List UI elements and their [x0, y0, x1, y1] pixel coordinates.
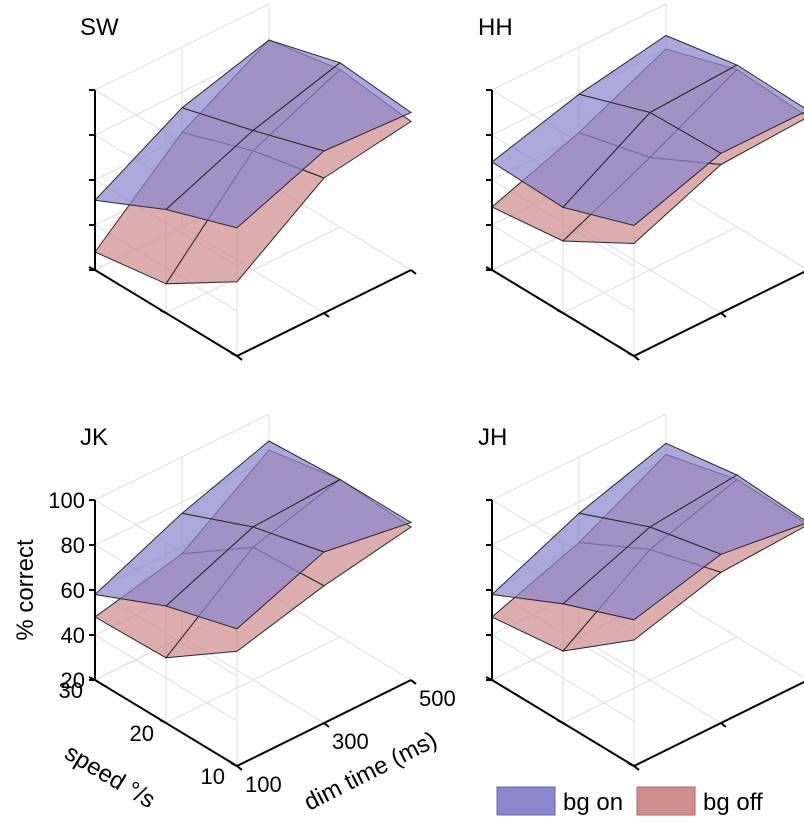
y-tick-label: 30 [59, 678, 83, 703]
surface-patch [164, 129, 326, 229]
axes [485, 89, 804, 361]
axes [485, 499, 804, 771]
z-tick-label: 20 [61, 668, 85, 693]
legend-swatch-bg-on [496, 786, 556, 816]
legend: bg on bg off [496, 786, 763, 816]
surface-bg-on [93, 440, 413, 630]
legend-label-bg-on: bg on [563, 789, 623, 816]
surface-patch [561, 526, 723, 621]
x-axis-label: dim time (ms) [300, 726, 442, 816]
z-tick-label: 40 [61, 623, 85, 648]
x-tick-label: 500 [419, 686, 456, 711]
axes [88, 89, 417, 361]
panel-title: SW [80, 14, 119, 41]
panel-sw: SW [80, 3, 417, 361]
y-tick-label: 20 [130, 721, 154, 746]
surface-bg-on [93, 39, 413, 229]
z-tick-label: 80 [61, 533, 85, 558]
surface-bg-on [491, 34, 804, 227]
z-axis-label: % correct [12, 539, 39, 641]
axes [88, 499, 417, 771]
surface-patch [165, 526, 325, 630]
panel-hh: HH [478, 3, 804, 361]
legend-swatch-bg-off [636, 786, 696, 816]
z-tick-label: 100 [48, 488, 85, 513]
y-axis-label: speed °/s [60, 739, 160, 814]
x-tick-label: 100 [245, 772, 282, 797]
z-tick-label: 60 [61, 578, 85, 603]
panel-title: HH [478, 14, 513, 41]
panel-title: JH [478, 424, 507, 451]
x-tick-label: 300 [332, 729, 369, 754]
surface-patch [562, 111, 722, 227]
legend-label-bg-off: bg off [703, 789, 763, 816]
surface-bg-on [490, 442, 804, 621]
panel-jh: JH [478, 413, 804, 771]
y-tick-label: 10 [201, 764, 225, 789]
panel-title: JK [80, 424, 108, 451]
